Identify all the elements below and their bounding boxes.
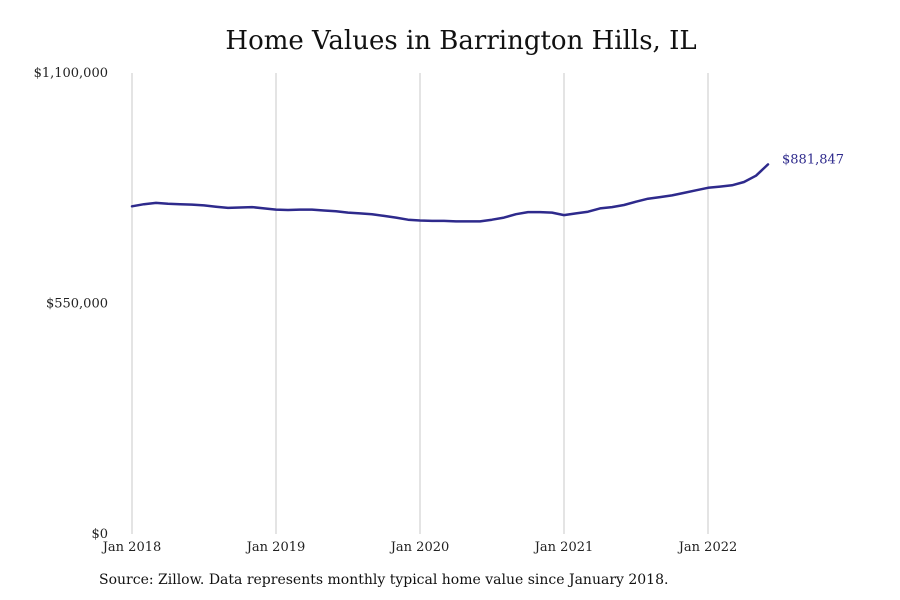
data-point [479, 220, 481, 222]
data-point [719, 185, 721, 187]
data-point [251, 206, 253, 208]
data-point [647, 198, 649, 200]
data-point [275, 208, 277, 210]
data-point [635, 200, 637, 202]
data-point [611, 206, 613, 208]
data-point [407, 218, 409, 220]
data-point [659, 196, 661, 198]
data-point [335, 210, 337, 212]
data-point [623, 204, 625, 206]
x-axis-labels: Jan 2018 Jan 2019 Jan 2020 Jan 2021 Jan 2022 [101, 540, 738, 555]
data-point [515, 213, 517, 215]
data-point [563, 214, 565, 216]
data-point [767, 163, 769, 165]
y-axis-labels: $1,100,000 $550,000 $0 [34, 66, 108, 542]
data-point [527, 211, 529, 213]
data-point [239, 206, 241, 208]
data-point [731, 184, 733, 186]
data-point [299, 208, 301, 210]
data-point [263, 207, 265, 209]
data-point [683, 192, 685, 194]
data-point [443, 220, 445, 222]
gridlines [131, 73, 709, 534]
data-point [179, 203, 181, 205]
data-point [143, 203, 145, 205]
data-point [359, 212, 361, 214]
data-point [743, 181, 745, 183]
data-point [287, 209, 289, 211]
data-point [575, 212, 577, 214]
data-point [587, 211, 589, 213]
data-point [671, 194, 673, 196]
x-tick-label: Jan 2020 [389, 540, 450, 555]
data-point [395, 216, 397, 218]
x-tick-label: Jan 2021 [533, 540, 594, 555]
data-point [371, 213, 373, 215]
data-point [155, 202, 157, 204]
x-tick-label: Jan 2018 [101, 540, 162, 555]
data-point [167, 203, 169, 205]
series-layer [130, 163, 770, 223]
source-note: Source: Zillow. Data represents monthly … [99, 572, 669, 588]
data-point [503, 216, 505, 218]
data-point [467, 220, 469, 222]
series-line [130, 163, 770, 223]
data-point [347, 211, 349, 213]
x-tick-label: Jan 2019 [245, 540, 306, 555]
x-tick-label: Jan 2022 [677, 540, 738, 555]
data-point [227, 207, 229, 209]
data-point [191, 203, 193, 205]
data-point [539, 211, 541, 213]
y-tick-label: $550,000 [46, 297, 108, 312]
data-point [203, 204, 205, 206]
y-tick-label: $1,100,000 [34, 66, 108, 81]
data-point [215, 205, 217, 207]
y-tick-label: $0 [91, 527, 108, 542]
annotations: $881,847 [782, 152, 844, 167]
data-point [383, 215, 385, 217]
data-point [491, 218, 493, 220]
data-point [551, 211, 553, 213]
data-point [599, 207, 601, 209]
data-point [755, 174, 757, 176]
data-point [707, 187, 709, 189]
chart-title: Home Values in Barrington Hills, IL [225, 26, 697, 56]
data-point [323, 209, 325, 211]
data-point [455, 220, 457, 222]
data-point [131, 205, 133, 207]
data-point [431, 220, 433, 222]
end-value-label: $881,847 [782, 152, 844, 167]
data-point [695, 189, 697, 191]
data-point [311, 208, 313, 210]
data-point [419, 219, 421, 221]
